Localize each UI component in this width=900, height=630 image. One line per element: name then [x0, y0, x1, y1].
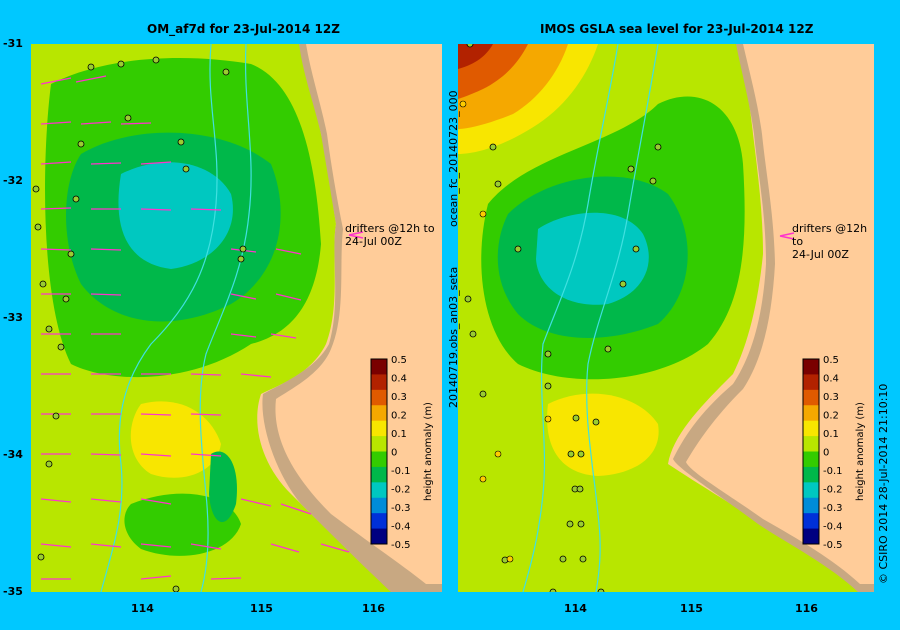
colorbar-segment — [371, 466, 387, 483]
colorbar-segment — [803, 497, 819, 514]
forecast-run-label: ocean_fc_20140723_000 — [447, 90, 460, 227]
colorbar-tick-label: 0.1 — [391, 429, 407, 440]
colorbar-tick-label: 0 — [823, 448, 829, 459]
left-map-panel: 0.5 0.4 0.3 0.2 0.1 0 -0.1 -0.2 -0.3 -0.4 -0.5 heig… — [31, 44, 442, 592]
colorbar-segment — [803, 374, 819, 391]
colorbar-segment — [803, 436, 819, 452]
lon-tick-116-left: 116 — [362, 602, 385, 615]
colorbar-tick-label: 0.5 — [823, 355, 839, 366]
colorbar-segment — [803, 405, 819, 422]
right-map-title: IMOS GSLA sea level for 23-Jul-2014 12Z — [540, 22, 814, 36]
colorbar-tick-label: 0.4 — [391, 374, 407, 385]
right-map-graphic: 0.5 0.4 0.3 0.2 0.1 0 -0.1 -0.2 -0.3 -0.4 -0.5 heig… — [458, 44, 874, 592]
lon-tick-115-left: 115 — [250, 602, 273, 615]
lon-tick-116-right: 116 — [795, 602, 818, 615]
observation-analysis-label: 20140719.obs_an03_seta — [447, 266, 460, 408]
colorbar-tick-label: -0.5 — [823, 540, 843, 551]
colorbar-segment — [803, 482, 819, 499]
colorbar-tick-label: 0.2 — [391, 411, 407, 422]
lat-tick-33: -33 — [3, 311, 23, 324]
lat-tick-32: -32 — [3, 174, 23, 187]
lat-tick-31: -31 — [3, 37, 23, 50]
colorbar-tick-label: 0.4 — [823, 374, 839, 385]
colorbar-tick-label: -0.2 — [391, 485, 411, 496]
colorbar-segment — [371, 436, 387, 452]
colorbar-segment — [803, 466, 819, 483]
left-drifter-note: drifters @12h to 24-Jul 00Z — [345, 222, 435, 248]
colorbar-label: height anomaly (m) — [423, 402, 434, 501]
lat-tick-34: -34 — [3, 448, 23, 461]
credit-label: © CSIRO 2014 28-Jul-2014 21:10:10 — [877, 383, 890, 584]
colorbar-segment — [371, 497, 387, 514]
colorbar-label: height anomaly (m) — [855, 402, 866, 501]
colorbar-tick-label: -0.3 — [391, 503, 411, 514]
colorbar-segment — [803, 389, 819, 406]
colorbar-tick-label: 0.3 — [823, 392, 839, 403]
colorbar-tick-label: 0.5 — [391, 355, 407, 366]
colorbar-segment — [371, 405, 387, 422]
colorbar-tick-label: -0.3 — [823, 503, 843, 514]
colorbar-segment — [371, 374, 387, 391]
colorbar-segment — [371, 420, 387, 437]
colorbar-tick-label: -0.4 — [823, 522, 843, 533]
colorbar-tick-label: 0.2 — [823, 411, 839, 422]
right-map-panel: 0.5 0.4 0.3 0.2 0.1 0 -0.1 -0.2 -0.3 -0.4 -0.5 heig… — [458, 44, 874, 592]
left-map-graphic: 0.5 0.4 0.3 0.2 0.1 0 -0.1 -0.2 -0.3 -0.4 -0.5 heig… — [31, 44, 442, 592]
colorbar-segment — [803, 451, 819, 468]
colorbar-segment — [803, 513, 819, 530]
colorbar-tick-label: 0.1 — [823, 429, 839, 440]
right-drifter-note: drifters @12h to 24-Jul 00Z — [792, 222, 868, 261]
colorbar-tick-label: 0 — [391, 448, 397, 459]
colorbar-tick-label: -0.1 — [823, 466, 843, 477]
colorbar-segment — [371, 528, 387, 545]
lon-tick-114-right: 114 — [564, 602, 587, 615]
colorbar-segment — [371, 482, 387, 499]
lon-tick-114-left: 114 — [131, 602, 154, 615]
colorbar-segment — [803, 528, 819, 545]
colorbar-tick-label: -0.4 — [391, 522, 411, 533]
colorbar-tick-label: -0.1 — [391, 466, 411, 477]
left-colorbar: 0.5 0.4 0.3 0.2 0.1 0 -0.1 -0.2 -0.3 -0.4 -0.5 heig… — [370, 355, 434, 551]
colorbar-segment — [371, 513, 387, 530]
colorbar-segment — [803, 359, 819, 375]
colorbar-segment — [803, 420, 819, 437]
colorbar-tick-label: 0.3 — [391, 392, 407, 403]
colorbar-segment — [371, 359, 387, 375]
left-map-title: OM_af7d for 23-Jul-2014 12Z — [147, 22, 340, 36]
colorbar-segment — [371, 451, 387, 468]
colorbar-segment — [371, 389, 387, 406]
lat-tick-35: -35 — [3, 585, 23, 598]
lon-tick-115-right: 115 — [680, 602, 703, 615]
colorbar-tick-label: -0.5 — [391, 540, 411, 551]
right-colorbar: 0.5 0.4 0.3 0.2 0.1 0 -0.1 -0.2 -0.3 -0.4 -0.5 heig… — [802, 355, 866, 551]
colorbar-tick-label: -0.2 — [823, 485, 843, 496]
